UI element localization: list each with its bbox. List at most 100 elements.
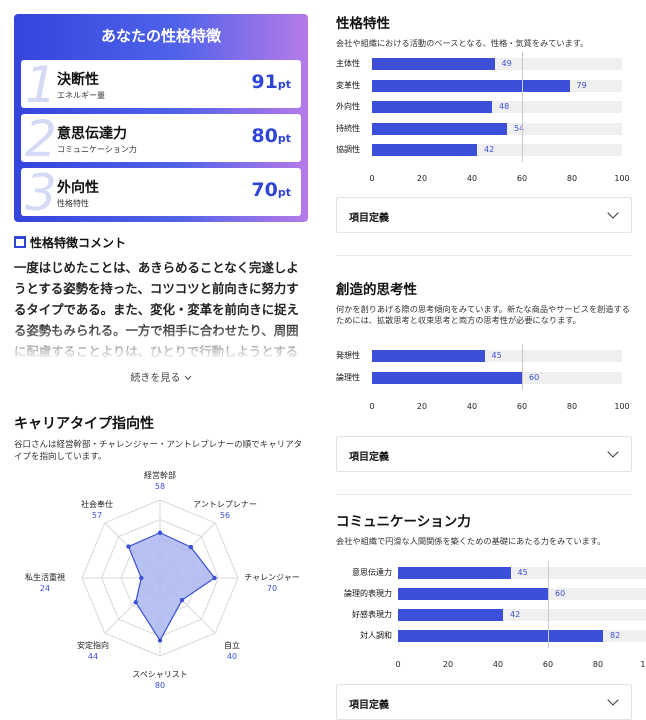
trait-score: 91pt [251, 71, 291, 93]
section-desc: 会社や組織における活動のベースとなる、性格・気質をみています。 [336, 38, 589, 48]
divider [336, 255, 632, 256]
trait-score-value: 70 [251, 179, 278, 201]
trait-rank-number: 3 [25, 168, 57, 216]
traits-card: あなたの性格特徴 1 決断性 エネルギー量 91pt 2 意思伝達力 コミュニケ… [14, 14, 308, 222]
radar-axis-value: 24 [40, 584, 50, 593]
trait-score-value: 80 [251, 125, 278, 147]
chevron-down-icon [607, 207, 619, 219]
radar-axis-label: アントレプレナー [193, 500, 257, 509]
bar-track [398, 609, 646, 621]
axis-tick-label: 20 [416, 174, 428, 183]
radar-point [133, 600, 138, 605]
left-column: あなたの性格特徴 1 決断性 エネルギー量 91pt 2 意思伝達力 コミュニケ… [14, 14, 308, 463]
bar [372, 122, 507, 135]
axis-tick-label: 40 [492, 660, 504, 669]
bar [398, 630, 603, 642]
trait-score-value: 91 [251, 71, 278, 93]
comment-title: 性格特徴コメント [30, 235, 127, 250]
bar [372, 79, 570, 92]
read-more-link[interactable]: 続きを見る [14, 369, 308, 384]
bar [372, 372, 522, 384]
radar-point [188, 544, 194, 550]
bar-label: 発想性 [336, 351, 360, 360]
radar-point [179, 597, 185, 603]
bar-value-label: 49 [501, 59, 512, 68]
bar-track [372, 144, 622, 156]
definition-accordion[interactable]: 項目定義 [336, 684, 632, 720]
trait-score-unit: pt [277, 186, 291, 199]
trait-rank-number: 1 [25, 60, 57, 108]
radar-data-area [127, 532, 216, 642]
section-title: コミュニケーション力 [336, 514, 471, 530]
axis-tick-label: 0 [395, 660, 401, 669]
bar-track [372, 79, 622, 92]
bar-track [372, 58, 622, 70]
bar-track [398, 588, 646, 600]
bar-row: 意思伝達力 45 [336, 567, 646, 579]
axis-tick-label: 0 [369, 402, 375, 411]
bar-label: 変革性 [336, 80, 360, 90]
median-line [522, 344, 523, 390]
trait-category: エネルギー量 [57, 91, 105, 100]
definition-accordion[interactable]: 項目定義 [336, 436, 632, 472]
axis-tick-label: 20 [442, 660, 454, 669]
trait-item: 2 意思伝達力 コミュニケーション力 80pt [21, 114, 301, 162]
bar-value-label: 82 [610, 631, 621, 640]
radar-axis-label: スペシャリスト [132, 670, 187, 679]
bar [398, 588, 548, 600]
radar-point [157, 638, 163, 643]
bar-row: 変革性 79 [336, 79, 632, 92]
axis-tick-label: 40 [466, 402, 478, 411]
comment-icon [14, 236, 26, 248]
bar-label: 対人調和 [360, 631, 392, 640]
trait-item: 3 外向性 性格特性 70pt [21, 168, 301, 216]
communication-bar-chart: 意思伝達力 45 論理的表現力 60 好感表現力 42 対人調和 82 0 20 40 60 80 100 [336, 561, 646, 677]
creative-bar-chart: 発想性 45 論理性 60 0 20 40 60 80 100 [336, 344, 632, 411]
axis-tick-label: 80 [592, 660, 604, 669]
axis-tick-label: 60 [516, 402, 528, 411]
chevron-down-icon [607, 446, 619, 458]
bar-value-label: 60 [529, 373, 540, 382]
bar-row: 好感表現力 42 [336, 609, 646, 621]
accordion-label: 項目定義 [349, 452, 389, 463]
bar-track [398, 630, 646, 642]
radar-point [212, 575, 217, 581]
accordion-label: 項目定義 [349, 700, 389, 711]
trait-score: 70pt [251, 179, 291, 201]
radar-axis-value: 56 [220, 511, 230, 520]
section-communication: コミュニケーション力 会社や組織で円滑な人間関係を築くための基礎にあたる力をみて… [336, 510, 646, 720]
bar-row: 発想性 45 [336, 350, 632, 362]
axis-tick-label: 60 [542, 660, 554, 669]
bar-row: 論理性 60 [336, 372, 632, 384]
section-personality: 性格特性 会社や組織における活動のベースとなる、性格・気質をみています。 主体性… [336, 12, 632, 256]
axis-tick-label: 100 [614, 402, 630, 411]
trait-name: 外向性 [57, 180, 99, 196]
median-line [548, 561, 549, 648]
definition-accordion[interactable]: 項目定義 [336, 197, 632, 233]
divider [336, 494, 632, 495]
radar-point [139, 575, 144, 581]
trait-rank-number: 2 [25, 114, 57, 162]
bar-row: 主体性 49 [336, 58, 632, 70]
radar-axis-label: 社会奉仕 [81, 499, 113, 509]
axis-tick-label: 80 [566, 402, 578, 411]
axis-tick-label: 100 [614, 174, 630, 183]
trait-item: 1 決断性 エネルギー量 91pt [21, 60, 301, 108]
bar-track [372, 372, 622, 384]
trait-name: 意思伝達力 [57, 126, 127, 142]
traits-card-title: あなたの性格特徴 [100, 27, 221, 45]
median-line [522, 52, 523, 162]
bar-label: 意思伝達力 [352, 568, 392, 577]
bar-row: 持続性 54 [336, 122, 632, 135]
bar-value-label: 45 [517, 568, 528, 577]
section-title: 性格特性 [336, 16, 390, 32]
radar-axis-label: チャレンジャー [244, 573, 300, 582]
bar-row: 論理的表現力 60 [336, 588, 646, 600]
bar [372, 58, 495, 70]
comment-body: 一度はじめたことは、あきらめることなく完遂しようとする姿勢を持った、コツコツと前… [14, 260, 299, 357]
bar-value-label: 48 [499, 102, 510, 111]
radar-axis-label: 安定指向 [77, 640, 109, 650]
axis-tick-label: 100 [640, 660, 646, 669]
radar-axis-value: 58 [155, 482, 165, 491]
bar [398, 567, 511, 579]
